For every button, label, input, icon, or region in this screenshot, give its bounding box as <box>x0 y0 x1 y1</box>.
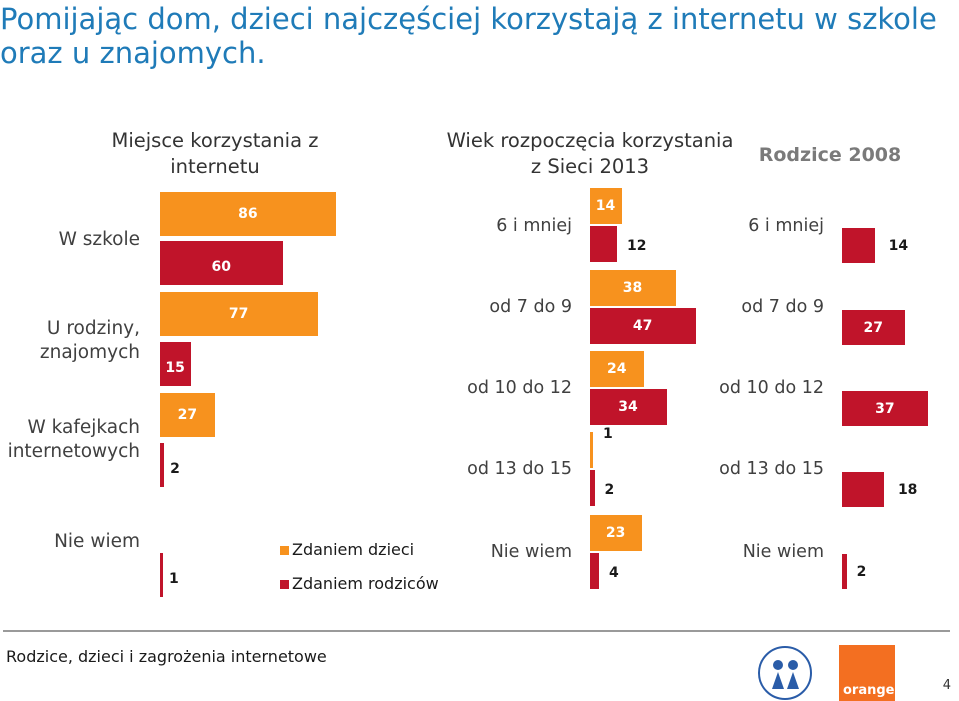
p3-bar-2 <box>842 391 929 426</box>
footer-text: Rodzice, dzieci i zagrożenia internetowe <box>6 647 327 666</box>
p2-bar-1-1 <box>590 308 696 344</box>
p3-label-4: 2 <box>856 564 867 580</box>
p3-bar-0 <box>842 228 875 263</box>
p3-label-3: 18 <box>897 482 918 498</box>
p2-bar-0-0 <box>590 188 622 224</box>
panel3-title: Rodzice 2008 <box>758 144 902 166</box>
p2-cat-0: 6 i mniej <box>496 216 572 236</box>
p1-cat-rodzina: U rodziny, znajomych <box>39 318 140 363</box>
p2-cat-3: od 13 do 15 <box>467 459 572 479</box>
p2-label-0-1: 12 <box>627 238 647 254</box>
p2-label-0-0: 14 <box>595 198 616 214</box>
p2-label-1-0: 38 <box>622 280 643 296</box>
panel1-title: Miejsce korzystania z internetu <box>111 129 319 178</box>
p3-cat-2: od 10 do 12 <box>719 378 824 398</box>
p3-label-2: 37 <box>875 401 895 417</box>
p1-bar-1-0 <box>160 292 318 336</box>
p2-bar-1-0 <box>590 270 676 306</box>
p2-bar-3-1 <box>590 470 595 506</box>
p3-cat-1: od 7 do 9 <box>741 297 824 317</box>
p2-label-2-1: 34 <box>618 399 638 415</box>
p1-label-1-1: 15 <box>165 360 185 376</box>
p1-cat-kafejki: W kafejkach internetowych <box>7 417 140 462</box>
p1-bar-1-1 <box>160 342 191 386</box>
p1-bar-0-0 <box>160 192 337 236</box>
p2-bar-2-0 <box>590 351 644 387</box>
p1-bar-0-1 <box>160 241 283 285</box>
panel2-title: Wiek rozpoczęcia korzystania z Sieci 201… <box>446 129 734 178</box>
legend-parents-swatch <box>280 580 289 589</box>
p2-bar-2-1 <box>590 389 667 425</box>
p2-cat-2: od 10 do 12 <box>467 378 572 398</box>
p1-label-2-1: 2 <box>170 461 180 477</box>
legend-children-swatch <box>280 546 289 555</box>
p1-bar-3-1 <box>160 553 163 597</box>
p2-label-3-1: 2 <box>604 482 615 498</box>
p3-cat-4: Nie wiem <box>742 542 824 562</box>
orange-logo-text: orange <box>843 683 895 698</box>
p1-bar-2-1 <box>160 443 165 487</box>
p1-label-3-1: 1 <box>169 571 179 587</box>
p1-label-0-1: 60 <box>211 259 231 275</box>
footer-divider <box>3 630 950 632</box>
p3-cat-0: 6 i mniej <box>748 216 824 236</box>
p1-bar-2-0 <box>160 393 216 437</box>
p2-bar-3-0 <box>590 432 593 468</box>
p3-label-1: 27 <box>863 320 883 336</box>
p3-cat-3: od 13 do 15 <box>719 459 824 479</box>
p3-bar-3 <box>842 472 884 507</box>
p2-bar-4-1 <box>590 553 599 589</box>
page-title: Pomijając dom, dzieci najczęściej korzys… <box>0 2 937 70</box>
p2-label-4-1: 4 <box>609 565 619 581</box>
p2-label-2-0: 24 <box>607 361 627 377</box>
p1-cat-szkola: W szkole <box>58 229 140 250</box>
orange-logo: orange <box>839 645 895 701</box>
fundacja-logo <box>758 646 812 700</box>
p2-bar-0-1 <box>590 226 617 262</box>
legend-children-label: Zdaniem dzieci <box>292 540 415 559</box>
p1-label-1-0: 77 <box>228 306 249 322</box>
p3-bar-1 <box>842 310 905 345</box>
p3-label-0: 14 <box>888 238 909 254</box>
p1-label-0-0: 86 <box>238 206 258 222</box>
p2-label-1-1: 47 <box>632 318 653 334</box>
p2-cat-1: od 7 do 9 <box>489 297 572 317</box>
p2-bar-4-0 <box>590 515 642 551</box>
p2-label-4-0: 23 <box>605 525 626 541</box>
p2-label-3-0: 1 <box>603 426 613 442</box>
page-number: 4 <box>942 678 951 693</box>
p2-cat-4: Nie wiem <box>490 542 572 562</box>
p3-bar-4 <box>842 554 847 589</box>
p1-label-2-0: 27 <box>177 407 198 423</box>
legend-parents-label: Zdaniem rodziców <box>292 574 439 593</box>
p1-cat-niewiem: Nie wiem <box>54 531 140 552</box>
